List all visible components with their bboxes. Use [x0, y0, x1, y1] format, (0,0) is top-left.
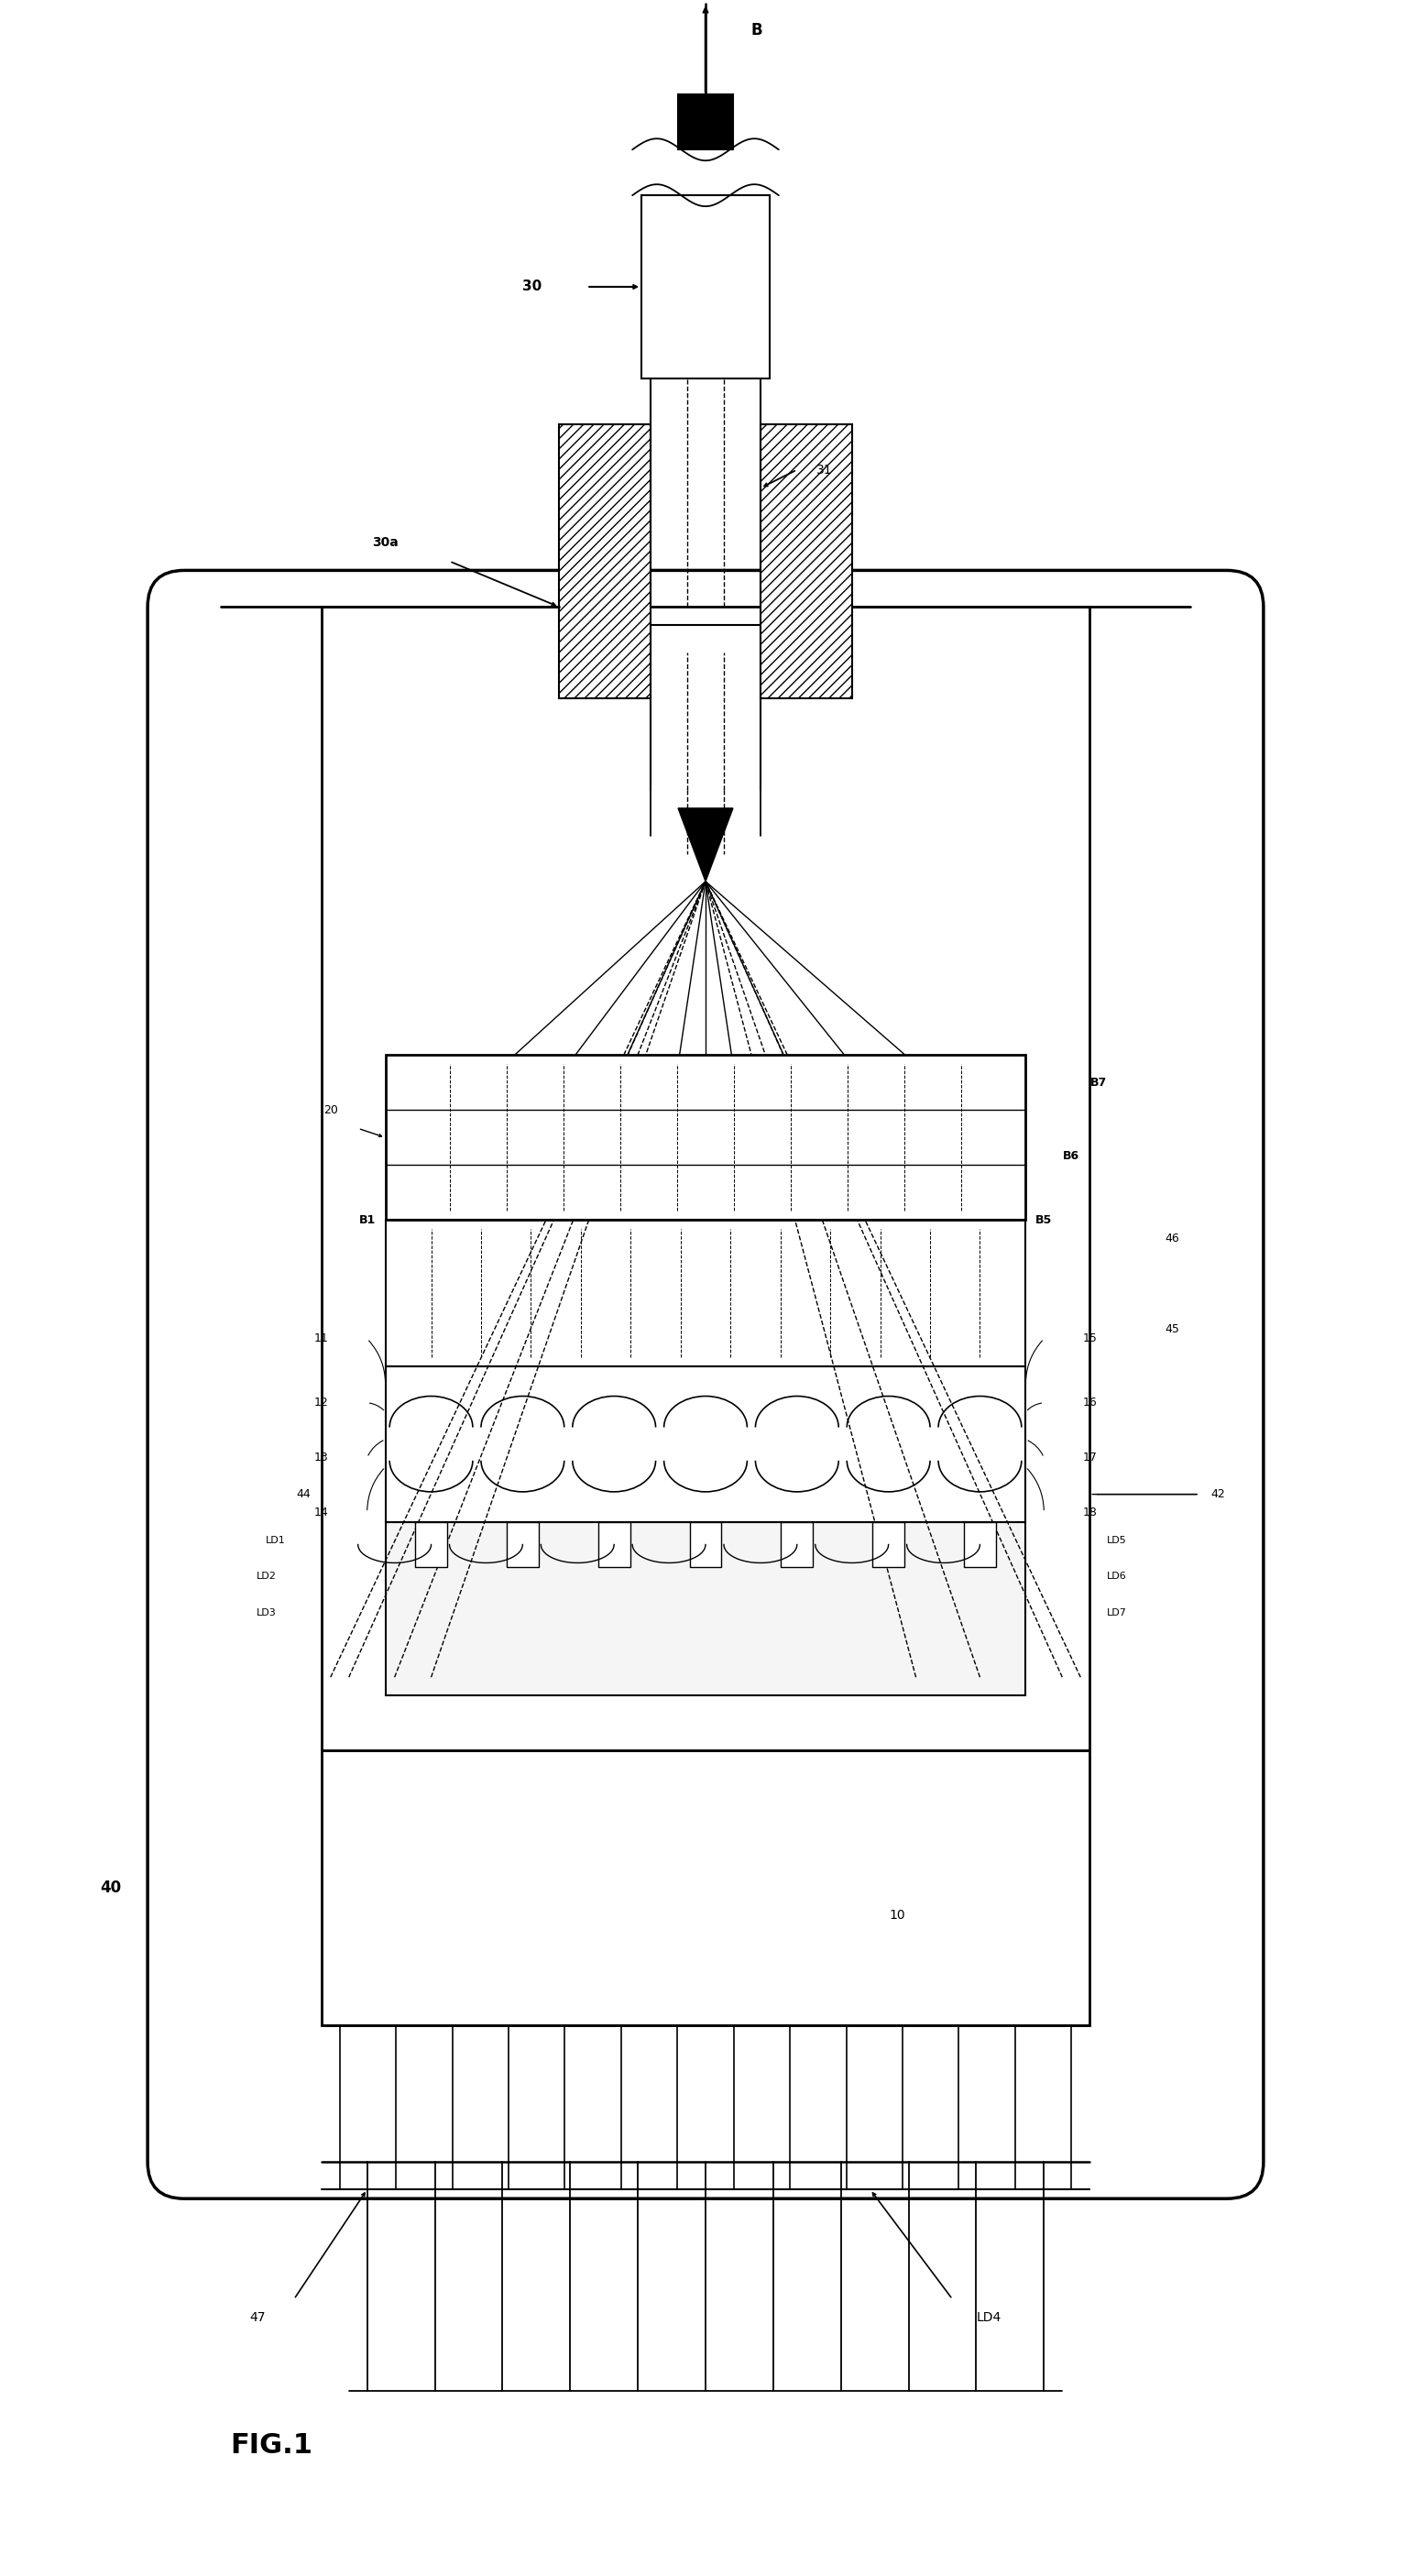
Bar: [678, 95, 733, 149]
Bar: [781, 1522, 813, 1566]
Bar: [385, 1056, 1025, 1221]
Text: B1: B1: [359, 1213, 376, 1226]
Text: 31: 31: [816, 464, 833, 477]
Text: 46: 46: [1165, 1231, 1179, 1244]
Text: B6: B6: [1063, 1149, 1080, 1162]
Text: 30: 30: [522, 281, 541, 294]
Bar: [322, 1752, 1090, 2025]
Text: B: B: [751, 23, 762, 39]
Bar: [641, 196, 770, 379]
Text: LD3: LD3: [257, 1607, 277, 1618]
Text: 14: 14: [315, 1507, 329, 1517]
Text: LD2: LD2: [257, 1571, 277, 1582]
Text: 42: 42: [1210, 1489, 1226, 1499]
Text: LD6: LD6: [1107, 1571, 1127, 1582]
Text: B7: B7: [1090, 1077, 1107, 1090]
Bar: [964, 1522, 995, 1566]
Text: 10: 10: [890, 1909, 905, 1922]
Bar: [385, 1522, 1025, 1695]
Text: 13: 13: [315, 1453, 329, 1463]
Polygon shape: [678, 809, 733, 881]
Text: 18: 18: [1083, 1507, 1097, 1517]
Text: 44: 44: [297, 1489, 311, 1499]
Text: 15: 15: [1083, 1332, 1097, 1345]
Text: 30a: 30a: [373, 536, 398, 549]
FancyBboxPatch shape: [148, 569, 1264, 2200]
Text: LD7: LD7: [1107, 1607, 1127, 1618]
Bar: [873, 1522, 905, 1566]
Text: LD4: LD4: [977, 2311, 1001, 2324]
Text: 17: 17: [1083, 1453, 1097, 1463]
Bar: [385, 1365, 1025, 1522]
Text: LD1: LD1: [265, 1535, 285, 1546]
Bar: [689, 1522, 722, 1566]
Text: B5: B5: [1035, 1213, 1052, 1226]
Bar: [559, 425, 651, 698]
Text: 12: 12: [315, 1396, 329, 1409]
Text: 40: 40: [100, 1880, 121, 1896]
Text: 20: 20: [323, 1105, 337, 1115]
Text: 47: 47: [250, 2311, 265, 2324]
Text: FIG.1: FIG.1: [230, 2432, 312, 2460]
Text: 16: 16: [1083, 1396, 1097, 1409]
Bar: [415, 1522, 448, 1566]
Text: 45: 45: [1165, 1324, 1179, 1334]
Bar: [385, 1221, 1025, 1365]
Bar: [761, 425, 851, 698]
Text: B4: B4: [469, 1077, 486, 1090]
Bar: [599, 1522, 630, 1566]
Text: 11: 11: [315, 1332, 329, 1345]
Text: B3: B3: [432, 1123, 449, 1133]
Bar: [322, 608, 1090, 1752]
Text: B2: B2: [395, 1167, 412, 1180]
Text: LD5: LD5: [1107, 1535, 1127, 1546]
Bar: [507, 1522, 538, 1566]
